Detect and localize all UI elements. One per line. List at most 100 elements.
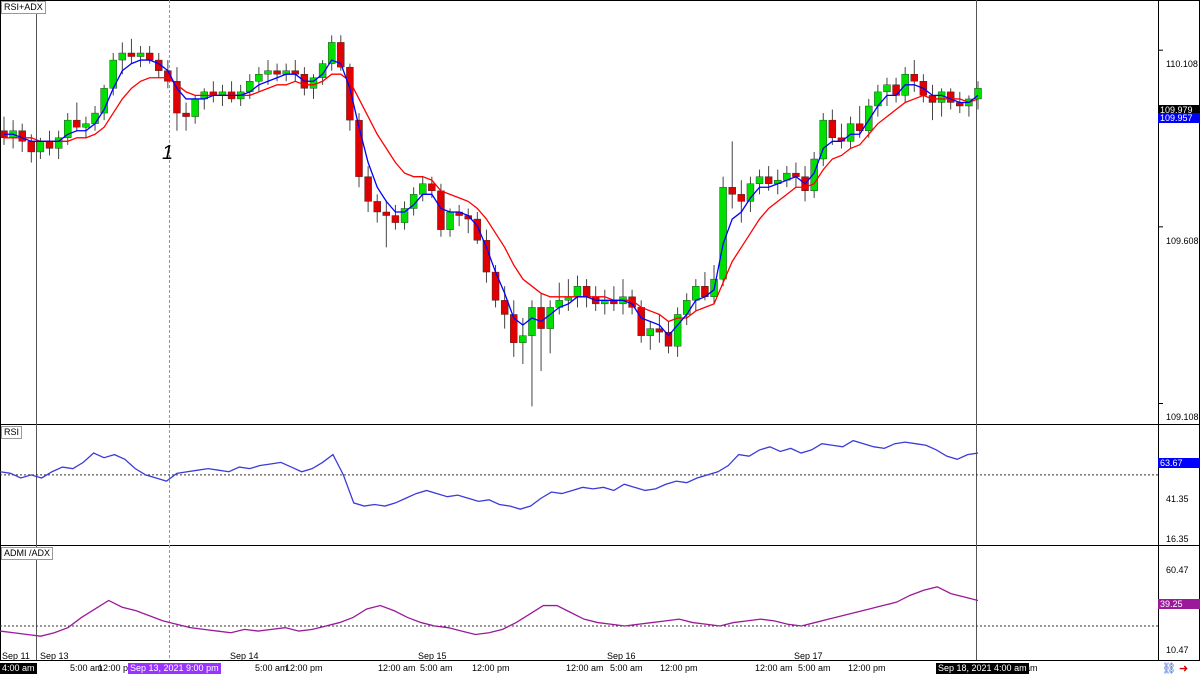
price-tick-label: 109.608 — [1166, 236, 1199, 246]
candle-body — [155, 59, 163, 71]
candle-body — [519, 335, 527, 343]
candle-body — [373, 201, 381, 213]
candle-body — [191, 98, 199, 117]
candle-body — [364, 176, 372, 202]
candle-body — [482, 240, 491, 273]
time-axis-label: Sep 13 — [40, 651, 69, 661]
candle-body — [27, 141, 36, 153]
candle-body — [737, 194, 746, 202]
candle-body — [473, 218, 482, 241]
last-bid-price: 109.979 — [1158, 105, 1200, 115]
time-axis-label: 5:00 am — [255, 663, 288, 673]
link-icon[interactable]: ⛓ — [1162, 663, 1176, 675]
candle-body — [810, 158, 818, 191]
candle-body — [846, 123, 855, 142]
time-axis-label: 12:00 am — [566, 663, 604, 673]
rsi-tick-label: 16.35 — [1166, 534, 1189, 544]
candle-body — [573, 286, 582, 298]
candle-body — [182, 112, 190, 117]
time-axis-label: 12:00 pm — [285, 663, 323, 673]
candle-body — [937, 91, 946, 103]
candle-body — [337, 42, 345, 68]
candle-body — [127, 52, 136, 57]
time-axis-label: Sep 16 — [607, 651, 636, 661]
candle-body — [546, 307, 554, 329]
time-axis-label: 12:00 pm — [848, 663, 886, 673]
chart-link-icons[interactable]: ⛓ ➜ — [1162, 662, 1188, 675]
ema-slow-line — [4, 73, 979, 323]
candle-body — [64, 119, 72, 138]
time-axis-label: Sep 15 — [418, 651, 447, 661]
time-axis-label: Sep 11 — [2, 651, 30, 661]
price-tick-label: 110.108 — [1166, 59, 1198, 69]
candle-body — [264, 70, 272, 75]
adx-tick-label: 10.47 — [1166, 645, 1189, 655]
candle-body — [883, 84, 891, 93]
time-axis-label: 12:00 am — [378, 663, 416, 673]
crosshair-time-marker: Sep 13, 2021 9:00 pm — [128, 663, 221, 674]
candle-body — [145, 52, 154, 61]
candle-body — [537, 307, 545, 329]
candle-body — [828, 119, 837, 138]
candle-body — [437, 190, 445, 230]
candle-body — [819, 119, 827, 160]
time-axis-label: Sep 17 — [794, 651, 823, 661]
rsi-pane-title: RSI — [1, 426, 23, 439]
adx-line — [0, 586, 979, 637]
candle-body — [273, 70, 281, 75]
candle-body — [946, 91, 955, 103]
candle-body — [500, 300, 509, 315]
candle-body — [655, 328, 664, 333]
candle-body — [746, 183, 755, 202]
candle-body — [673, 314, 682, 347]
time-axis-label: 5:00 am — [70, 663, 103, 673]
candle-body — [355, 119, 363, 177]
candle-body — [45, 141, 54, 149]
candle-body — [73, 119, 81, 128]
candle-body — [683, 300, 691, 315]
price-tick-label: 109.108 — [1166, 412, 1199, 422]
candle-body — [646, 328, 654, 336]
candle-body — [728, 187, 736, 195]
candle-body — [719, 187, 727, 280]
arrow-right-icon[interactable]: ➜ — [1179, 663, 1189, 675]
candle-body — [328, 42, 336, 64]
adx-pane-title: ADMI /ADX — [1, 547, 54, 560]
candle-body — [54, 137, 63, 149]
candle-body — [428, 183, 436, 192]
candle-body — [346, 66, 354, 121]
candle-body — [528, 307, 536, 336]
time-axis-label: 12:00 pm — [472, 663, 510, 673]
candle-body — [764, 176, 773, 184]
rsi-tick-label: 41.35 — [1166, 494, 1189, 504]
candle-body — [755, 176, 764, 184]
candle-body — [692, 286, 700, 301]
candle-body — [173, 81, 181, 114]
crosshair-time-right: Sep 18, 2021 4:00 am — [936, 663, 1029, 674]
rsi-line — [0, 439, 979, 510]
candle-body — [664, 331, 673, 347]
chart-annotation: 1 — [162, 142, 174, 164]
time-axis-label: 12:00 pm — [660, 663, 698, 673]
candle-body — [892, 84, 900, 96]
candle-body — [865, 105, 873, 131]
candle-body — [136, 52, 145, 57]
candle-body — [82, 123, 90, 128]
candle-body — [91, 112, 99, 124]
last-ask-price: 109.957 — [1158, 113, 1200, 123]
candle-body — [382, 211, 391, 216]
adx-tick-label: 60.47 — [1166, 565, 1189, 575]
candle-body — [637, 307, 645, 336]
price-pane-title: RSI+ADX — [1, 1, 46, 14]
candle-body — [391, 215, 400, 223]
candle-body — [18, 130, 26, 142]
candle-body — [855, 123, 864, 131]
time-axis-label: 5:00 am — [420, 663, 453, 673]
candle-body — [118, 52, 127, 61]
candle-body — [446, 211, 454, 230]
candle-body — [510, 314, 518, 343]
candle-body — [255, 73, 263, 82]
ema-fast-line — [4, 59, 979, 337]
candle-body — [419, 183, 427, 195]
